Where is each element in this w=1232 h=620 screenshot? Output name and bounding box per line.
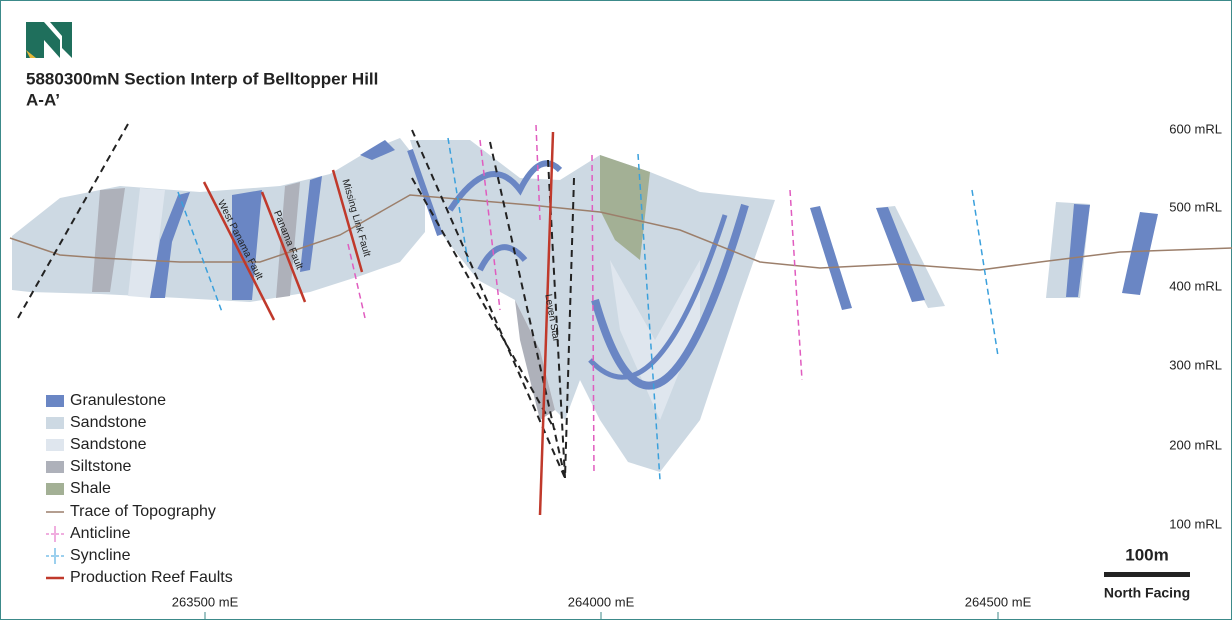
legend-label: Shale [70,480,111,497]
y-tick-label: 200 mRL [1169,437,1222,452]
legend-label: Sandstone [70,414,147,431]
y-tick-label: 500 mRL [1169,199,1222,214]
y-tick-label: 100 mRL [1169,516,1222,531]
y-tick-label: 400 mRL [1169,278,1222,293]
legend-label: Syncline [70,547,131,564]
scale-label: 100m [1125,545,1168,564]
legend-label: Anticline [70,525,131,542]
legend-label: Sandstone [70,436,147,453]
section-figure: 5880300mN Section Interp of Belltopper H… [0,0,1232,620]
x-tick-label: 263500 mE [172,594,239,609]
y-tick-label: 300 mRL [1169,357,1222,372]
subtitle: A-A’ [26,90,60,109]
scale-caption: North Facing [1104,585,1190,601]
x-tick-label: 264500 mE [965,594,1032,609]
legend-label: Granulestone [70,392,166,409]
legend-label: Siltstone [70,458,131,475]
x-tick-label: 264000 mE [568,594,635,609]
legend-label: Production Reef Faults [70,569,233,586]
scale-bar [1104,572,1190,577]
title: 5880300mN Section Interp of Belltopper H… [26,69,378,88]
legend-label: Trace of Topography [70,503,216,520]
y-tick-label: 600 mRL [1169,121,1222,136]
